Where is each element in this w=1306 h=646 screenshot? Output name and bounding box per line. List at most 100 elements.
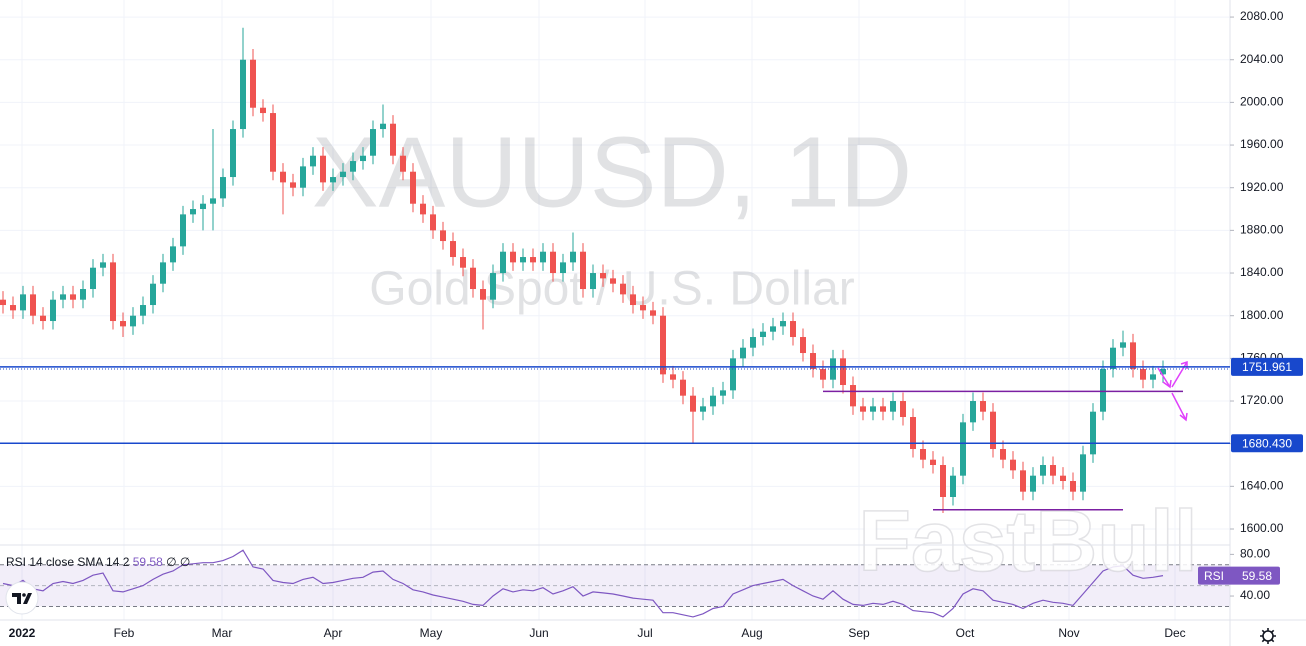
candle-body [1100, 369, 1106, 412]
candle-body [280, 171, 286, 183]
candle-body [440, 230, 446, 242]
rsi-badge-name: RSI [1204, 569, 1224, 583]
candle-body [930, 459, 936, 466]
candle-body [710, 395, 716, 407]
rsi-legend-extra: ∅ ∅ [166, 555, 190, 569]
candle-body [100, 262, 106, 268]
y-tick-label: 2000.00 [1240, 95, 1284, 109]
x-tick-label: Mar [212, 626, 233, 640]
candle-body [70, 294, 76, 300]
candle-body [880, 406, 886, 412]
candle-body [180, 214, 186, 247]
candle-body [790, 321, 796, 338]
candle-body [700, 406, 706, 412]
candle-body [270, 113, 276, 172]
logo-mark [12, 593, 32, 604]
candle-body [150, 283, 156, 306]
candle-body [170, 246, 176, 263]
candle-body [530, 257, 536, 263]
candle-body [690, 395, 696, 412]
candle-body [1140, 369, 1146, 380]
y-tick-label: 1640.00 [1240, 479, 1284, 493]
candle-body [210, 198, 216, 204]
y-tick-label: 40.00 [1240, 588, 1270, 602]
candle-body [600, 273, 606, 279]
candle-body [1110, 347, 1116, 370]
candle-body [90, 267, 96, 290]
candle-body [1080, 454, 1086, 492]
candle-body [650, 310, 656, 316]
candle-body [350, 161, 356, 172]
candle-body [430, 214, 436, 231]
price-tag [1231, 434, 1303, 453]
candle-body [920, 449, 926, 460]
y-tick-label: 1720.00 [1240, 393, 1284, 407]
candle-body [480, 289, 486, 300]
candle-body [220, 177, 226, 199]
candle-body [390, 123, 396, 156]
candle-body [630, 294, 636, 306]
candle-body [980, 401, 986, 412]
candle-body [750, 337, 756, 348]
candle-body [910, 417, 916, 450]
x-tick-label: Oct [956, 626, 975, 640]
candle-body [870, 406, 876, 412]
candle-body [990, 411, 996, 450]
candle-body [450, 241, 456, 258]
candle-body [940, 465, 946, 498]
candle-body [1000, 449, 1006, 460]
candle-body [1150, 374, 1156, 380]
candle-body [730, 358, 736, 391]
candle-body [200, 203, 206, 210]
tv-logo[interactable] [5, 581, 39, 615]
candle-body [770, 326, 776, 332]
candle-body [120, 321, 126, 327]
watermark-description: Gold Spot / U.S. Dollar [369, 263, 855, 316]
candle-body [550, 251, 556, 274]
candle-body [620, 283, 626, 295]
rsi-badge [1198, 566, 1280, 585]
rsi-legend-value: 59.58 [133, 555, 163, 569]
candle-body [370, 129, 376, 156]
candle-body [950, 475, 956, 498]
y-tick-label: 2040.00 [1240, 52, 1284, 66]
y-tick-label: 1840.00 [1240, 265, 1284, 279]
candle-body [380, 123, 386, 130]
logo-circle[interactable] [5, 581, 39, 615]
candle-body [460, 257, 466, 268]
rsi-badge-value: 59.58 [1242, 569, 1272, 583]
price-tag-label: 1680.430 [1242, 436, 1292, 450]
price-tag-label: 1751.961 [1242, 360, 1292, 374]
candle-body [80, 289, 86, 300]
candle-body [840, 358, 846, 386]
candle-body [290, 182, 296, 188]
rsi-legend-title: RSI 14 close SMA 14 2 [6, 555, 130, 569]
candle-body [740, 347, 746, 359]
candle-body [500, 251, 506, 274]
y-tick-label: 1920.00 [1240, 180, 1284, 194]
candle-body [890, 401, 896, 412]
candle-body [1090, 411, 1096, 455]
candle-body [260, 107, 266, 114]
candle-body [300, 166, 306, 188]
arrow-head [1179, 412, 1188, 422]
candle-body [360, 155, 366, 162]
settings-gear[interactable] [1260, 628, 1276, 644]
watermark-brand: FastBull [858, 494, 1197, 590]
candle-body [820, 369, 826, 380]
candle-body [190, 209, 196, 215]
rsi-line [2, 549, 1164, 618]
candle-body [310, 155, 316, 167]
candle-body [660, 315, 666, 375]
candle-body [110, 262, 116, 322]
x-tick-label: Apr [324, 626, 343, 640]
candle-body [400, 155, 406, 172]
candle-body [970, 401, 976, 423]
candle-body [60, 294, 66, 300]
arrow [1171, 361, 1188, 388]
candle-body [610, 278, 616, 284]
candle-body [40, 315, 46, 322]
candle-body [810, 353, 816, 370]
x-tick-label: Dec [1164, 626, 1185, 640]
candle-body [30, 294, 36, 316]
